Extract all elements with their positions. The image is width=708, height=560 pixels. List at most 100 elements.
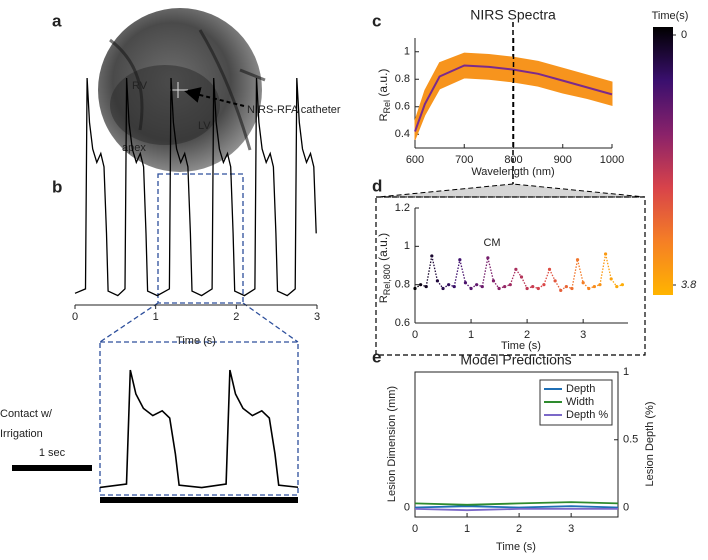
- spectra-mean: [414, 64, 613, 132]
- connector: [476, 284, 483, 288]
- x-tick-label: 1: [468, 329, 474, 341]
- x-axis-label: Time (s): [176, 335, 216, 347]
- panel-label: b: [52, 177, 62, 196]
- panel-label: c: [372, 11, 381, 30]
- connector: [588, 285, 595, 290]
- y-label-sub: Rel: [382, 100, 392, 114]
- legend-label: Depth: [566, 383, 595, 395]
- y-label-unit: (a.u.): [376, 69, 390, 100]
- zoom-box-b: [157, 173, 244, 304]
- y-tick-label: 1: [404, 46, 410, 58]
- y-tick-label: 0.8: [395, 279, 410, 291]
- x-tick-label: 1: [153, 311, 159, 323]
- connector: [599, 253, 607, 285]
- connector: [543, 269, 551, 285]
- annotation: CM: [483, 237, 500, 249]
- panel-label: e: [372, 347, 381, 366]
- connector: [504, 284, 511, 288]
- connector: [548, 269, 556, 282]
- y-axis-label: Lesion Dimension (mm): [386, 386, 398, 502]
- connector: [420, 284, 427, 288]
- y-tick-label: 0.5: [623, 434, 638, 446]
- catheter-label: NIRS-RFA catheter: [247, 104, 341, 116]
- x-tick-label: 800: [504, 154, 522, 166]
- connector: [425, 255, 433, 287]
- series-line: [414, 501, 619, 506]
- scale-label: 1 sec: [39, 447, 66, 459]
- connector: [526, 285, 533, 290]
- scale-bar: [12, 465, 92, 471]
- zoom-lines: [99, 302, 299, 343]
- y2-axis-label: Lesion Depth (%): [644, 402, 656, 487]
- x-tick-label: 0: [412, 523, 418, 535]
- y-label-main: R: [378, 295, 390, 303]
- connector: [560, 286, 567, 291]
- condition-label: Contact w/: [0, 408, 53, 420]
- fluoroscopy: [98, 8, 266, 172]
- y-tick-label: 1: [623, 366, 629, 378]
- x-tick-label: 700: [455, 154, 473, 166]
- zoom-box-d: [375, 196, 646, 356]
- y-tick-label: 0: [404, 501, 410, 513]
- anatomy-label: apex: [122, 142, 146, 154]
- x-tick-label: 3: [580, 329, 586, 341]
- condition-label: Irrigation: [0, 428, 43, 440]
- x-tick-label: 2: [233, 311, 239, 323]
- connector: [498, 285, 505, 290]
- connector: [487, 257, 495, 281]
- panel-label: a: [52, 11, 62, 30]
- y-label-main: R: [378, 113, 390, 121]
- x-tick-label: 2: [516, 523, 522, 535]
- heart-shadow: [110, 65, 220, 145]
- connector: [537, 284, 545, 290]
- anatomy-label: RV: [132, 80, 148, 92]
- y-tick-label: 1.2: [395, 202, 410, 214]
- y-axis-label: RRel (a.u.): [376, 69, 392, 122]
- series-line: [414, 505, 619, 509]
- panel-label: d: [372, 176, 382, 195]
- connector: [459, 259, 467, 283]
- connector: [414, 284, 421, 290]
- zoom-box: [99, 341, 299, 496]
- spectra-band: [414, 52, 613, 140]
- x-tick-label: 1: [464, 523, 470, 535]
- connector: [453, 259, 461, 287]
- y-axis-label: RRel,800 (a.u.): [376, 233, 392, 303]
- zoom-trace: [100, 369, 298, 489]
- zoom-triangle: [377, 183, 646, 198]
- colorbar-label: Time(s): [652, 10, 689, 22]
- y-tick-label: 0.8: [395, 73, 410, 85]
- connector: [616, 284, 623, 288]
- connector: [509, 269, 517, 285]
- chart-title: NIRS Spectra: [470, 7, 556, 23]
- x-tick-label: 3: [568, 523, 574, 535]
- y-label-sub: Rel,800: [382, 264, 392, 295]
- x-tick-label: 2: [524, 329, 530, 341]
- y-tick-label: 0.4: [395, 128, 410, 140]
- y-tick-label: 1: [404, 240, 410, 252]
- contact-bar: [100, 497, 298, 503]
- connector: [448, 284, 455, 288]
- trace: [74, 77, 317, 297]
- zoom-group: [100, 369, 298, 489]
- x-axis-label: Wavelength (nm): [471, 166, 554, 178]
- x-axis-label: Time (s): [496, 541, 536, 553]
- connector: [442, 284, 449, 290]
- connector: [470, 284, 478, 290]
- connector: [604, 253, 612, 280]
- legend-label: Depth %: [566, 409, 608, 421]
- legend-label: Width: [566, 396, 594, 408]
- connector: [481, 257, 489, 287]
- chart-title: Model Predictions: [460, 352, 571, 368]
- connector: [554, 280, 562, 291]
- connector: [520, 276, 528, 289]
- catheter-arrow: [184, 87, 245, 107]
- x-tick-label: 1000: [600, 154, 624, 166]
- colorbar: [653, 27, 673, 295]
- y-tick-label: 0.6: [395, 317, 410, 329]
- y-label-unit: (a.u.): [376, 233, 390, 264]
- x-tick-label: 0: [72, 311, 78, 323]
- point: [620, 283, 624, 287]
- connector: [431, 255, 439, 281]
